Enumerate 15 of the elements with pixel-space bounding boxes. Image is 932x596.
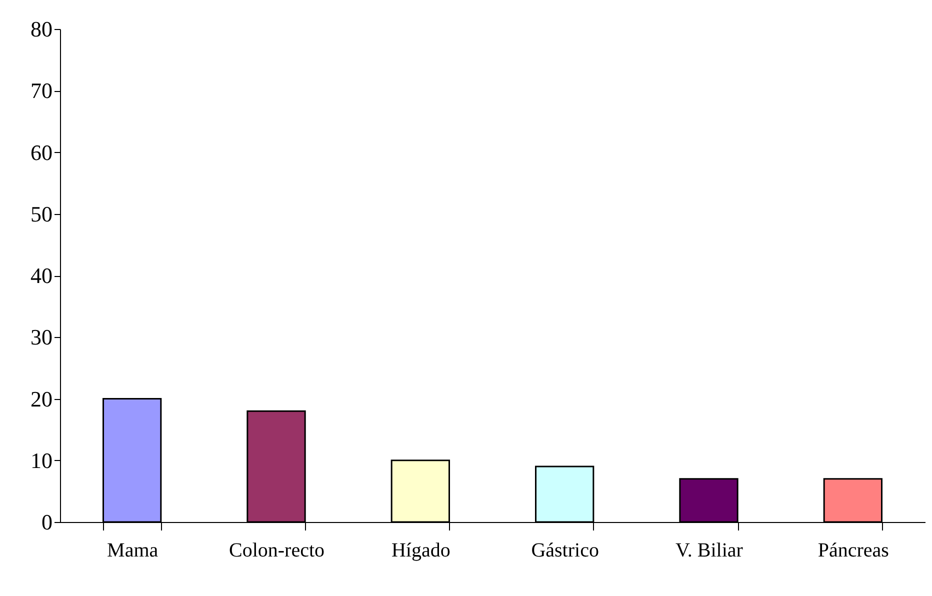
x-tick-label: Colon-recto	[228, 540, 325, 562]
x-tick-label: Gástrico	[531, 540, 599, 562]
y-tick-label: 10	[30, 448, 52, 473]
x-tick-label: V. Biliar	[676, 540, 744, 562]
x-tick-label: Hígado	[391, 540, 450, 562]
y-tick-label: 80	[30, 16, 52, 42]
y-tick-label: 60	[30, 140, 52, 165]
y-tick-label: 0	[42, 510, 52, 534]
y-tick-label: 40	[30, 263, 52, 288]
y-tick-label: 20	[30, 386, 52, 412]
y-tick-label: 70	[30, 78, 52, 104]
x-tick-label: Mama	[107, 540, 158, 562]
x-tick-label: Páncreas	[818, 540, 890, 562]
y-tick-label: 30	[30, 324, 52, 350]
y-tick-label: 50	[30, 201, 52, 226]
